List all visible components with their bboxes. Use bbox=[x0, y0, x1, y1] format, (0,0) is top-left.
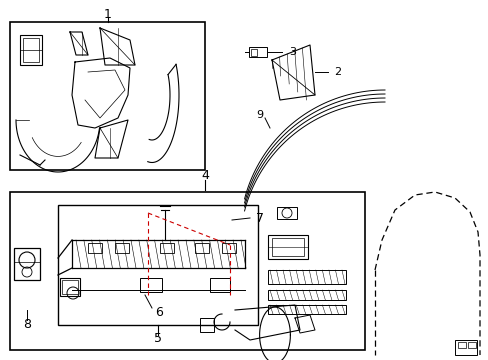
Bar bbox=[115, 243, 129, 253]
Bar bbox=[10, 22, 204, 170]
Text: 7: 7 bbox=[256, 212, 264, 225]
Bar bbox=[267, 305, 346, 314]
Text: 4: 4 bbox=[201, 168, 208, 181]
Bar bbox=[271, 238, 304, 256]
Bar bbox=[62, 280, 78, 294]
Bar bbox=[267, 270, 346, 284]
Bar bbox=[60, 278, 80, 296]
Text: 2: 2 bbox=[333, 67, 341, 77]
Bar bbox=[457, 342, 465, 348]
Bar bbox=[20, 35, 42, 65]
Bar bbox=[276, 207, 296, 219]
Bar bbox=[58, 205, 258, 325]
Bar bbox=[14, 248, 40, 280]
Text: 3: 3 bbox=[288, 47, 295, 57]
Bar bbox=[267, 290, 346, 300]
Bar bbox=[195, 243, 208, 253]
Bar bbox=[160, 243, 174, 253]
Text: 6: 6 bbox=[155, 306, 163, 319]
Bar bbox=[248, 47, 266, 57]
Bar bbox=[88, 243, 102, 253]
Bar bbox=[209, 278, 229, 292]
Bar bbox=[200, 318, 214, 332]
Text: 1: 1 bbox=[103, 8, 111, 21]
Text: 9: 9 bbox=[256, 110, 263, 120]
Bar bbox=[250, 49, 257, 56]
Bar bbox=[10, 192, 364, 350]
Bar bbox=[23, 38, 39, 62]
Text: 5: 5 bbox=[154, 332, 162, 345]
Bar bbox=[467, 342, 475, 348]
Bar bbox=[140, 278, 162, 292]
Bar bbox=[454, 340, 476, 355]
Bar bbox=[267, 235, 307, 259]
Text: 8: 8 bbox=[23, 319, 31, 332]
Bar bbox=[222, 243, 236, 253]
